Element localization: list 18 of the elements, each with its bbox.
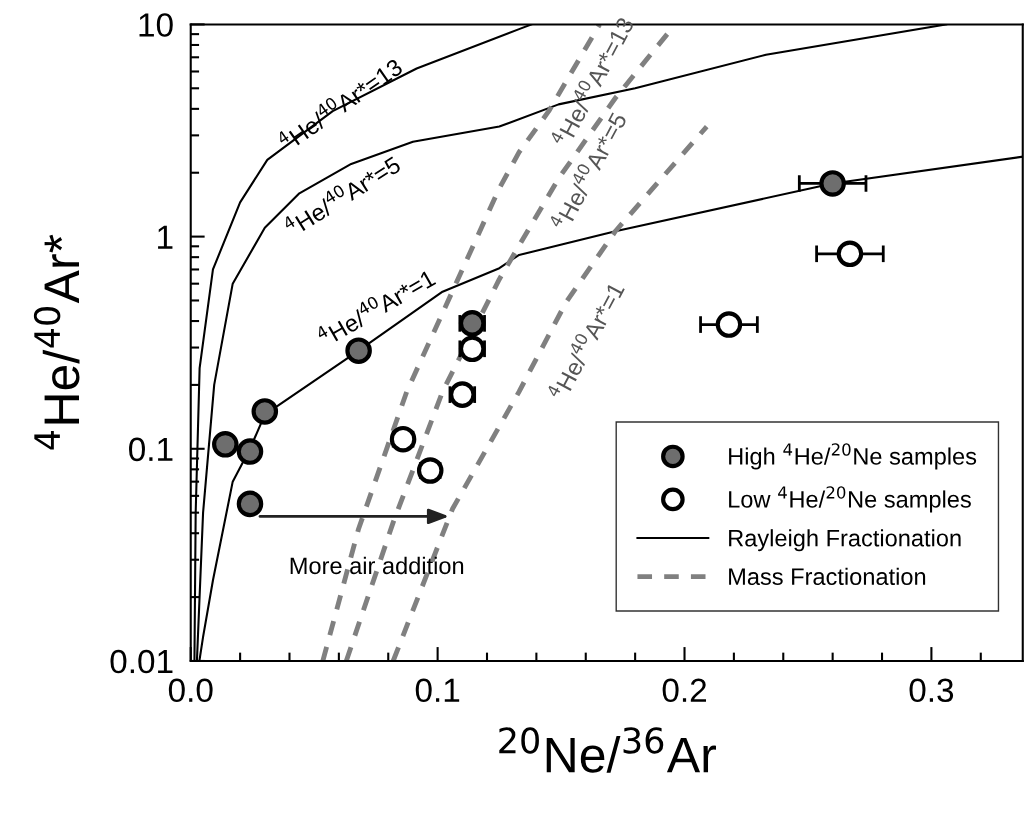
annotation: $^{4}$He/$^{40}$Ar*=1 — [315, 265, 437, 348]
annotation: More air addition — [290, 556, 464, 575]
legend-label: Low $^{4}$He/$^{20}$Ne samples — [729, 486, 971, 513]
x-tick-label: 0.2 — [662, 678, 707, 703]
y-tick-label: 1 — [158, 225, 173, 249]
annotation: $^{4}$He/$^{40}$Ar*=5 — [281, 151, 402, 238]
x-axis-title: $^{20}$Ne/$^{36}$Ar — [499, 727, 716, 773]
y-tick-label: 0.1 — [129, 437, 173, 462]
legend-label: Mass Fractionation — [729, 567, 926, 586]
y-tick-label: 0.01 — [110, 649, 173, 674]
y-axis-title: $^{4}$He/$^{40}$Ar* — [33, 234, 80, 450]
x-tick-label: 0.3 — [909, 678, 954, 703]
legend-label: High $^{4}$He/$^{20}$Ne samples — [729, 443, 977, 470]
annotation: $^{4}$He/$^{40}$Ar*=1 — [546, 279, 625, 402]
legend-label: Rayleigh Fractionation — [729, 529, 961, 552]
x-tick-label: 0.1 — [415, 678, 460, 703]
x-tick-label: 0.0 — [168, 678, 213, 703]
y-tick-label: 10 — [139, 13, 173, 37]
